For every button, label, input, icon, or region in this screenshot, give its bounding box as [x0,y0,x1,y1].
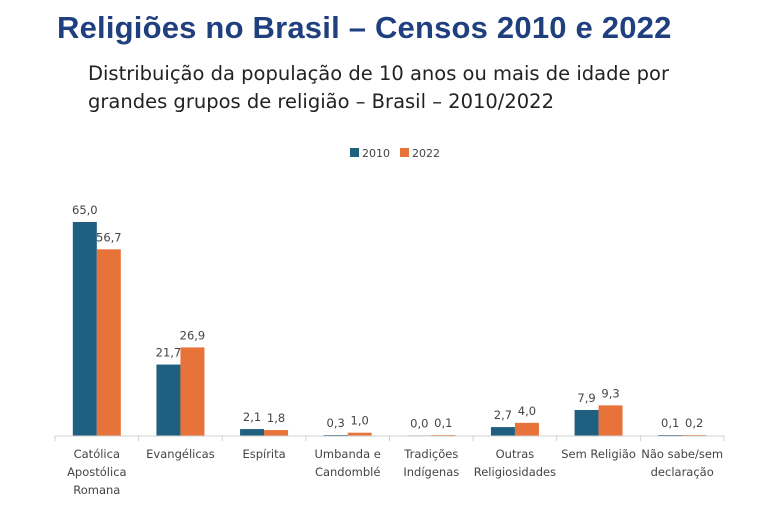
chart-category-labels: Católica Apostólica Romana Evangélicas Espír… [67,447,723,497]
bar-2022-2 [264,430,289,436]
value-label-2010-0: 65,0 [72,203,98,217]
subtitle-line-2: grandes grupos de religião – Brasil – 20… [88,90,554,113]
category-label-4-1: Indígenas [403,465,459,479]
value-label-2022-4: 0,1 [434,416,452,430]
page-subtitle: Distribuição da população de 10 anos ou … [88,60,728,116]
bar-2010-6 [574,409,599,436]
chart-legend: 2010 2022 [350,147,440,160]
page-title: Religiões no Brasil – Censos 2010 e 2022 [57,10,672,45]
bar-2022-0 [96,249,121,436]
value-label-2022-5: 4,0 [518,404,536,418]
value-label-2022-6: 9,3 [601,386,619,400]
value-label-2022-2: 1,8 [267,411,285,425]
value-label-2022-7: 0,2 [685,416,703,430]
category-label-1-0: Evangélicas [146,447,215,461]
value-label-2010-5: 2,7 [494,408,512,422]
bar-2010-0 [72,222,97,436]
bar-2010-1 [156,364,181,436]
chart-x-axis [54,435,725,441]
bar-2022-1 [180,347,205,436]
legend-swatch-2022 [400,148,409,157]
value-label-2022-3: 1,0 [351,414,369,428]
bar-2022-6 [598,405,623,436]
value-label-2010-1: 21,7 [156,346,182,360]
legend-label-2022: 2022 [412,147,440,160]
category-label-0-1: Apostólica [67,465,127,479]
category-label-2-0: Espírita [242,447,285,461]
bar-2010-5 [490,427,515,436]
category-label-6-0: Sem Religião [561,447,636,461]
bar-2010-2 [240,429,265,436]
legend-swatch-2010 [350,148,359,157]
value-label-2022-1: 26,9 [180,328,206,342]
category-label-5-1: Religiosidades [474,465,556,479]
bar-2022-3 [347,432,372,436]
value-label-2010-4: 0,0 [410,416,428,430]
category-label-7-1: declaração [651,465,714,479]
value-label-2010-6: 7,9 [577,391,595,405]
bar-2022-5 [514,422,539,436]
value-label-2010-2: 2,1 [243,410,261,424]
category-label-4-0: Tradições [403,447,458,461]
value-label-2010-3: 0,3 [327,416,345,430]
value-label-2022-0: 56,7 [96,230,122,244]
legend-label-2010: 2010 [362,147,390,160]
subtitle-line-1: Distribuição da população de 10 anos ou … [88,62,669,85]
value-label-2010-7: 0,1 [661,416,679,430]
chart-value-labels: 65,0 56,7 21,7 26,9 2,1 1,8 0,3 1,0 0,0 0,1 2,7 4,0… [72,203,703,430]
chart-bars [72,222,707,436]
category-label-3-1: Candomblé [315,465,380,479]
category-label-0-2: Romana [73,483,120,497]
category-label-0-0: Católica [74,447,120,461]
category-label-5-0: Outras [496,447,535,461]
category-label-7-0: Não sabe/sem [641,447,723,461]
category-label-3-0: Umbanda e [315,447,381,461]
